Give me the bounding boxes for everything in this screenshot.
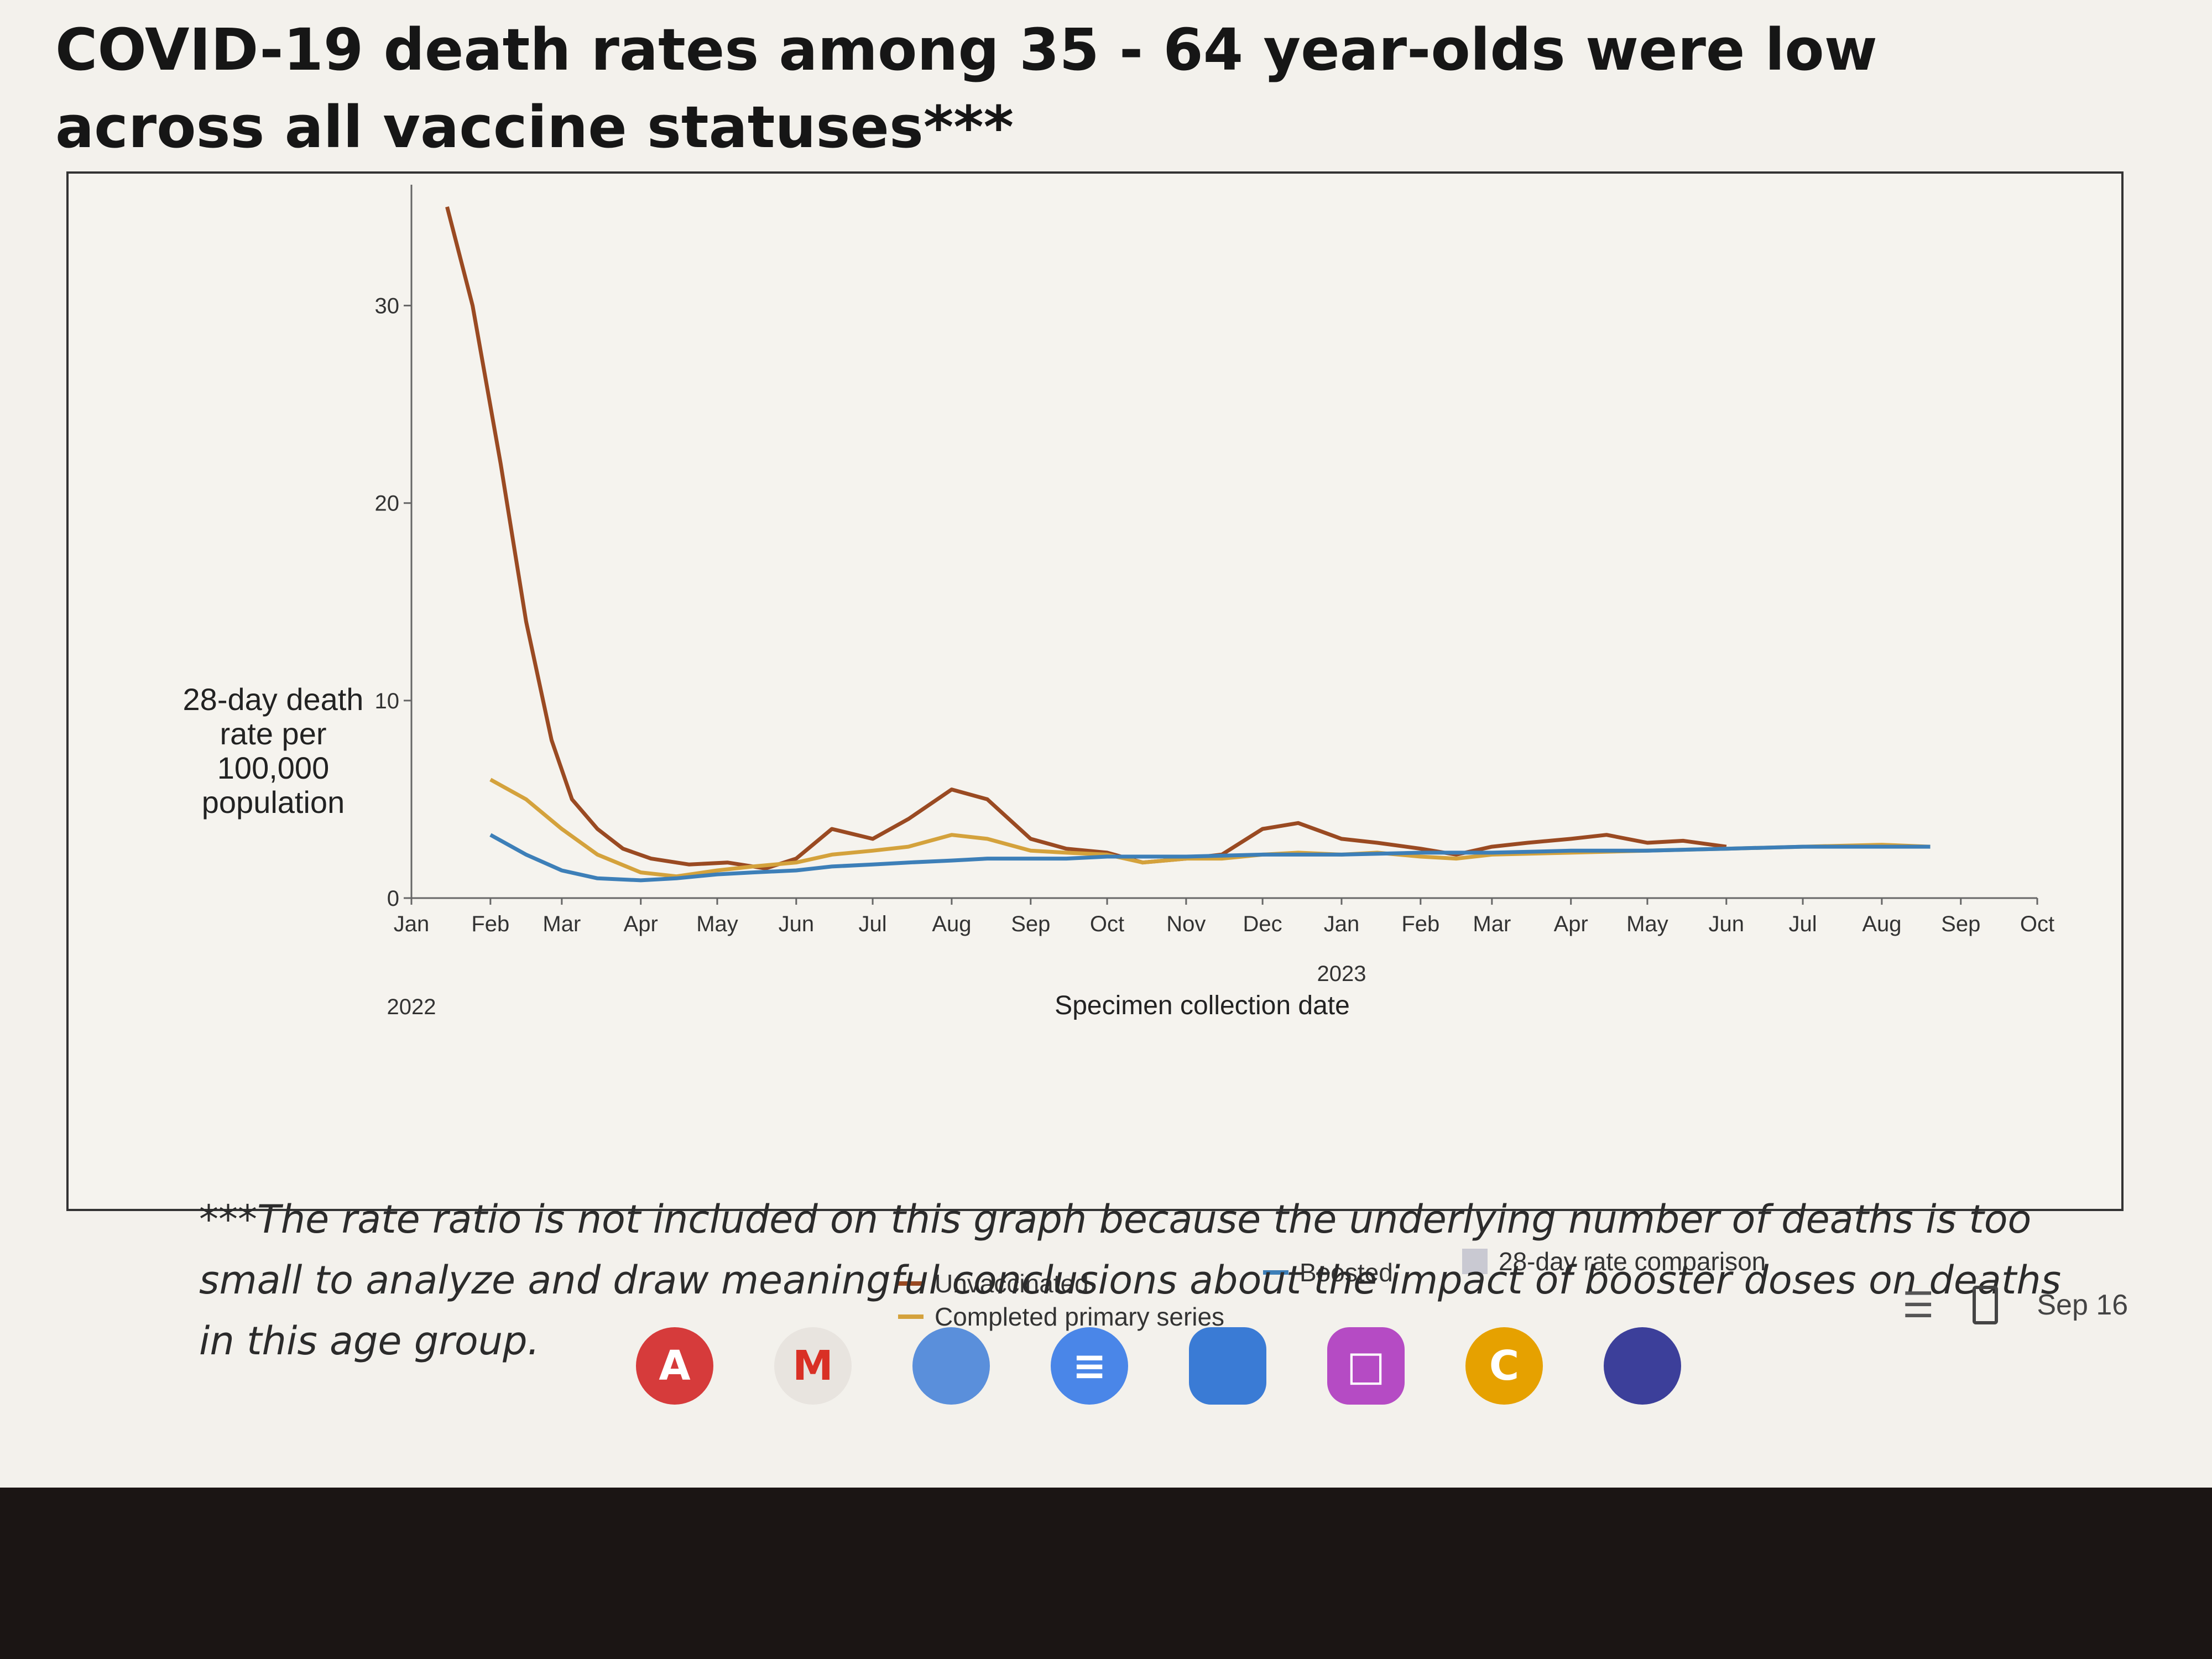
x-tick-label: Sep bbox=[1011, 912, 1050, 936]
x-tick-label: May bbox=[696, 912, 738, 936]
canvas-icon[interactable]: □ bbox=[1327, 1327, 1405, 1405]
x-tick-label: May bbox=[1626, 912, 1668, 936]
line-chart: Jan Feb Mar Apr May Jun Jul Aug Sep Oct Nov Dec Jan F… bbox=[375, 185, 2054, 1020]
files-icon[interactable] bbox=[1189, 1327, 1266, 1405]
x-tick-label: Oct bbox=[1090, 912, 1124, 936]
x-tick-label: Feb bbox=[471, 912, 509, 936]
firefox-icon[interactable] bbox=[1604, 1327, 1681, 1405]
legend-swatch-comparison bbox=[1462, 1249, 1488, 1274]
series-line-completed-primary-series bbox=[489, 778, 1931, 879]
legend-swatch-completed bbox=[898, 1314, 924, 1319]
system-tray[interactable]: ☰ Sep 16 bbox=[1902, 1272, 2190, 1338]
taskbar: A M ≡ □ C bbox=[636, 1305, 1687, 1427]
legend-item-boosted: Boosted bbox=[1263, 1258, 1393, 1287]
notification-icon[interactable]: ☰ bbox=[1902, 1285, 1934, 1325]
x-tick-label: Jul bbox=[859, 912, 887, 936]
x-tick-label: Oct bbox=[2020, 912, 2054, 936]
x-tick-label: Mar bbox=[542, 912, 581, 936]
laptop-bezel bbox=[0, 1488, 2212, 1659]
x-ticks: Jan Feb Mar Apr May Jun Jul Aug Sep Oct Nov Dec Jan F… bbox=[394, 898, 2054, 936]
x-tick-label: Sep bbox=[1941, 912, 1980, 936]
year-label-2022: 2022 bbox=[387, 995, 436, 1019]
chart-legend: Unvaccinated Completed primary series Bo… bbox=[898, 1246, 1838, 1346]
y-ticks: 0 10 20 30 bbox=[375, 294, 411, 911]
chrome-icon[interactable] bbox=[912, 1327, 990, 1405]
x-tick-label: Jun bbox=[1709, 912, 1745, 936]
x-tick-label: Dec bbox=[1243, 912, 1282, 936]
x-tick-label: Aug bbox=[932, 912, 971, 936]
x-tick-label: Nov bbox=[1166, 912, 1206, 936]
footnote: ***The rate ratio is not included on thi… bbox=[199, 1197, 2062, 1364]
legend-swatch-unvaccinated bbox=[898, 1281, 924, 1286]
legend-label-comparison: 28-day rate comparison bbox=[1499, 1247, 1766, 1276]
battery-icon[interactable] bbox=[1973, 1286, 1999, 1324]
series-line-unvaccinated bbox=[445, 206, 1727, 870]
screen: COVID-19 death rates among 35 - 64 year-… bbox=[55, 16, 2190, 1427]
chart-frame: Jan Feb Mar Apr May Jun Jul Aug Sep Oct Nov Dec Jan F… bbox=[66, 171, 2124, 1331]
y-tick-label: 20 bbox=[375, 492, 400, 516]
series-lines bbox=[445, 206, 1931, 883]
y-tick-label: 10 bbox=[375, 689, 400, 713]
acrobat-icon[interactable]: A bbox=[636, 1327, 713, 1405]
legend-swatch-boosted bbox=[1263, 1270, 1288, 1275]
x-tick-label: Mar bbox=[1473, 912, 1511, 936]
page-title: COVID-19 death rates among 35 - 64 year-… bbox=[55, 16, 1877, 161]
y-axis-title: 28-day death rate per 100,000 population bbox=[182, 682, 364, 820]
x-tick-label: Aug bbox=[1862, 912, 1901, 936]
docs-icon[interactable]: ≡ bbox=[1051, 1327, 1128, 1405]
classlink-icon[interactable]: C bbox=[1465, 1327, 1543, 1405]
legend-item-completed: Completed primary series bbox=[898, 1302, 1224, 1332]
y-tick-label: 0 bbox=[387, 886, 399, 911]
year-label-2023: 2023 bbox=[1317, 962, 1366, 986]
series-line-boosted bbox=[489, 833, 1931, 883]
x-tick-label: Feb bbox=[1401, 912, 1439, 936]
legend-label-completed: Completed primary series bbox=[935, 1302, 1225, 1331]
date-display[interactable]: Sep 16 bbox=[2037, 1289, 2128, 1321]
legend-label-unvaccinated: Unvaccinated bbox=[935, 1269, 1089, 1298]
x-tick-label: Jan bbox=[1324, 912, 1360, 936]
x-tick-label: Jul bbox=[1788, 912, 1817, 936]
x-axis-title: Specimen collection date bbox=[1055, 991, 1350, 1020]
legend-item-comparison: 28-day rate comparison bbox=[1462, 1246, 1766, 1276]
legend-item-unvaccinated: Unvaccinated bbox=[898, 1269, 1089, 1298]
x-tick-label: Jan bbox=[394, 912, 430, 936]
x-tick-label: Apr bbox=[1554, 912, 1588, 936]
gmail-icon[interactable]: M bbox=[774, 1327, 852, 1405]
x-tick-label: Apr bbox=[624, 912, 658, 936]
y-tick-label: 30 bbox=[375, 294, 400, 319]
x-tick-label: Jun bbox=[779, 912, 815, 936]
chart-axes bbox=[410, 185, 2037, 899]
legend-label-boosted: Boosted bbox=[1300, 1258, 1393, 1287]
